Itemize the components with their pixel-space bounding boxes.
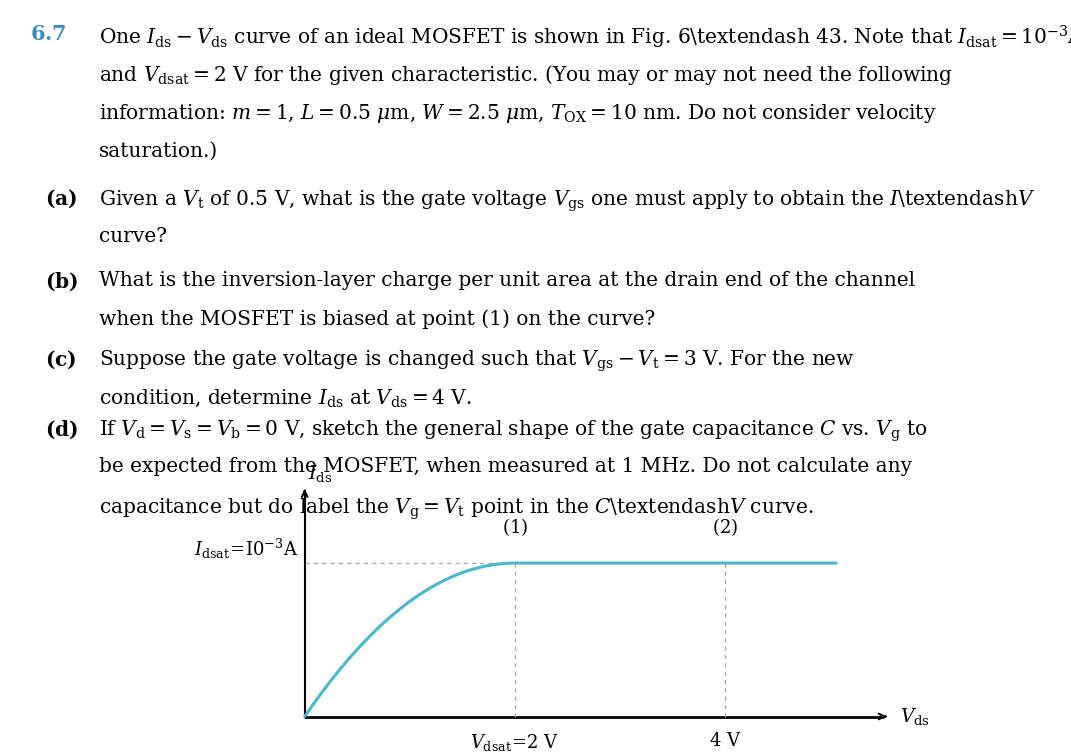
Text: One $I_{\mathrm{ds}}-V_{\mathrm{ds}}$ curve of an ideal MOSFET is shown in Fig. : One $I_{\mathrm{ds}}-V_{\mathrm{ds}}$ cu… xyxy=(99,24,1071,51)
Text: $4$ V: $4$ V xyxy=(709,732,741,750)
Text: saturation.): saturation.) xyxy=(99,141,217,160)
Text: $\mathbf{(a)}$: $\mathbf{(a)}$ xyxy=(45,188,77,211)
Text: $(2)$: $(2)$ xyxy=(712,516,738,538)
Text: Suppose the gate voltage is changed such that $V_{\mathrm{gs}}-V_{\mathrm{t}}=3$: Suppose the gate voltage is changed such… xyxy=(99,348,855,374)
Text: $I_{\mathrm{ds}}$: $I_{\mathrm{ds}}$ xyxy=(308,462,332,484)
Text: $I_{\mathrm{dsat}}\!=\!\mathrm{I0}^{-3}\mathrm{A}$: $I_{\mathrm{dsat}}\!=\!\mathrm{I0}^{-3}\… xyxy=(194,536,298,560)
Text: condition, determine $I_{\mathrm{ds}}$ at $V_{\mathrm{ds}}=4$ V.: condition, determine $I_{\mathrm{ds}}$ a… xyxy=(99,387,471,409)
Text: information: $m=1$, $L=0.5$ $\mu$m, $W=2.5$ $\mu$m, $T_{\mathrm{OX}}=10$ nm. Do : information: $m=1$, $L=0.5$ $\mu$m, $W=2… xyxy=(99,102,936,126)
Text: If $V_{\mathrm{d}}=V_{\mathrm{s}}=V_{\mathrm{b}}=0$ V, sketch the general shape : If $V_{\mathrm{d}}=V_{\mathrm{s}}=V_{\ma… xyxy=(99,418,927,444)
Text: $\mathbf{(b)}$: $\mathbf{(b)}$ xyxy=(45,271,78,293)
Text: be expected from the MOSFET, when measured at 1 MHz. Do not calculate any: be expected from the MOSFET, when measur… xyxy=(99,457,911,476)
Text: when the MOSFET is biased at point (1) on the curve?: when the MOSFET is biased at point (1) o… xyxy=(99,310,654,329)
Text: $V_{\mathrm{dsat}}\!=\!2$ V: $V_{\mathrm{dsat}}\!=\!2$ V xyxy=(470,732,559,752)
Text: curve?: curve? xyxy=(99,227,166,246)
Text: and $V_{\mathrm{dsat}}=2$ V for the given characteristic. (You may or may not ne: and $V_{\mathrm{dsat}}=2$ V for the give… xyxy=(99,63,953,87)
Text: Given a $V_{\mathrm{t}}$ of 0.5 V, what is the gate voltage $V_{\mathrm{gs}}$ on: Given a $V_{\mathrm{t}}$ of 0.5 V, what … xyxy=(99,188,1035,214)
Text: $\mathbf{(c)}$: $\mathbf{(c)}$ xyxy=(45,348,76,371)
Text: What is the inversion-layer charge per unit area at the drain end of the channel: What is the inversion-layer charge per u… xyxy=(99,271,915,290)
Text: $\mathbf{(d)}$: $\mathbf{(d)}$ xyxy=(45,418,78,441)
Text: capacitance but do label the $V_{\mathrm{g}}=V_{\mathrm{t}}$ point in the $C$\te: capacitance but do label the $V_{\mathrm… xyxy=(99,496,813,522)
Text: $\mathbf{6.7}$: $\mathbf{6.7}$ xyxy=(30,24,66,44)
Text: $V_{\mathrm{ds}}$: $V_{\mathrm{ds}}$ xyxy=(900,706,930,727)
Text: $(1)$: $(1)$ xyxy=(501,516,528,538)
